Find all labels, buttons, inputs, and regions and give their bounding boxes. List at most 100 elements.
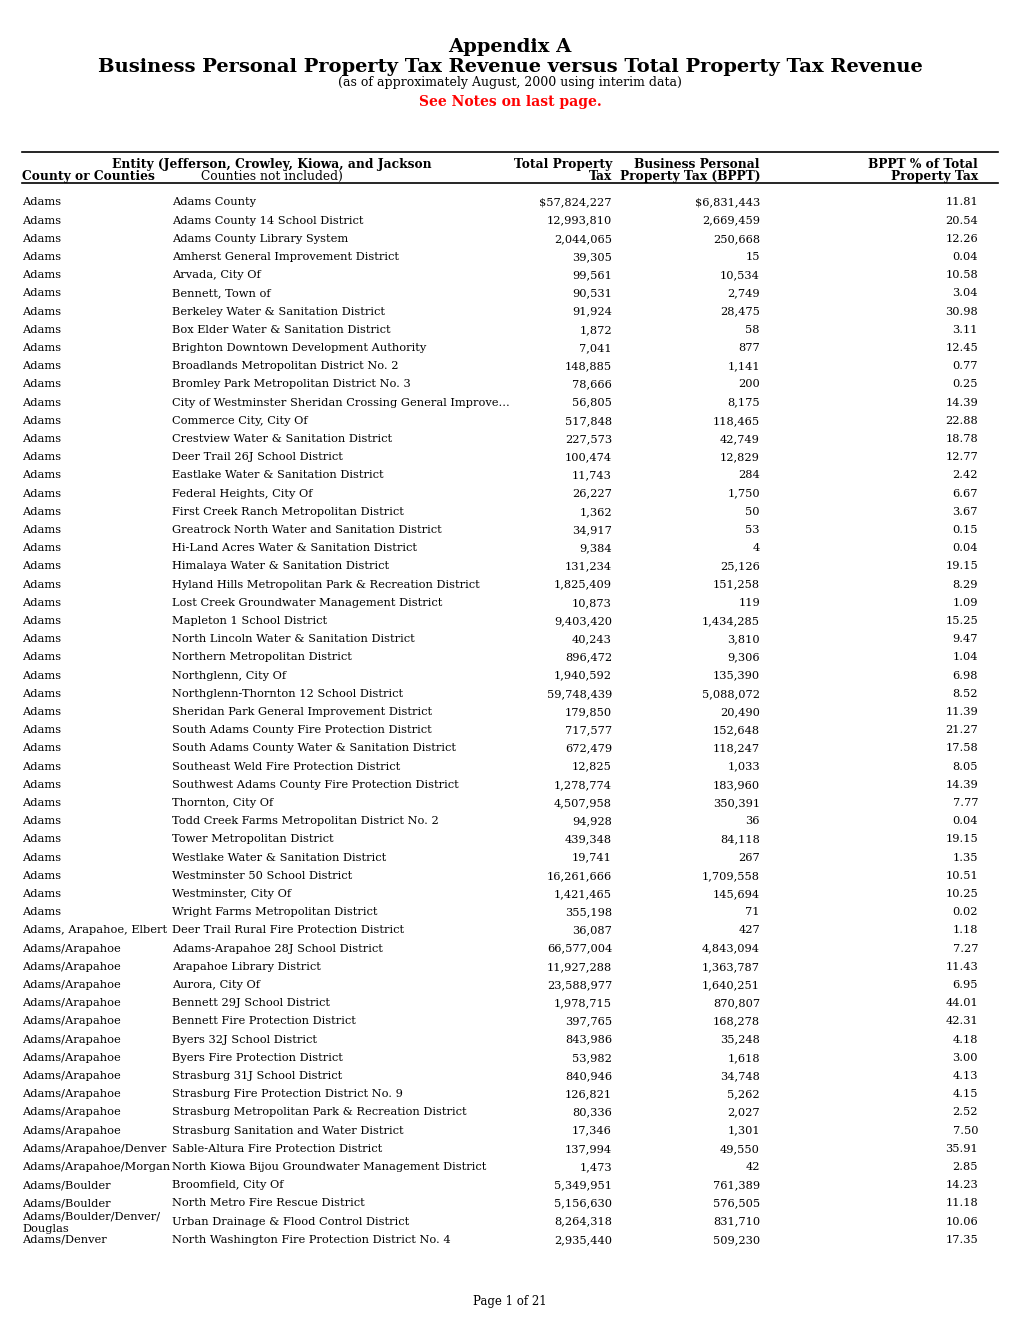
Text: 8.52: 8.52 xyxy=(952,689,977,698)
Text: Hyland Hills Metropolitan Park & Recreation District: Hyland Hills Metropolitan Park & Recreat… xyxy=(172,579,479,590)
Text: 53: 53 xyxy=(745,525,759,535)
Text: 896,472: 896,472 xyxy=(565,652,611,663)
Text: 509,230: 509,230 xyxy=(712,1234,759,1245)
Text: 0.25: 0.25 xyxy=(952,379,977,389)
Text: Strasburg Sanitation and Water District: Strasburg Sanitation and Water District xyxy=(172,1126,404,1135)
Text: 118,465: 118,465 xyxy=(712,416,759,426)
Text: Adams: Adams xyxy=(22,671,61,681)
Text: 50: 50 xyxy=(745,507,759,516)
Text: Arapahoe Library District: Arapahoe Library District xyxy=(172,962,321,972)
Text: Strasburg 31J School District: Strasburg 31J School District xyxy=(172,1071,342,1081)
Text: Adams/Arapahoe: Adams/Arapahoe xyxy=(22,1089,120,1100)
Text: 12,993,810: 12,993,810 xyxy=(546,215,611,226)
Text: 17.35: 17.35 xyxy=(945,1234,977,1245)
Text: Adams: Adams xyxy=(22,579,61,590)
Text: 1.04: 1.04 xyxy=(952,652,977,663)
Text: 10.06: 10.06 xyxy=(945,1217,977,1226)
Text: 6.67: 6.67 xyxy=(952,488,977,499)
Text: Adams: Adams xyxy=(22,888,61,899)
Text: Westlake Water & Sanitation District: Westlake Water & Sanitation District xyxy=(172,853,386,862)
Text: 672,479: 672,479 xyxy=(565,743,611,754)
Text: 7,041: 7,041 xyxy=(579,343,611,352)
Text: South Adams County Fire Protection District: South Adams County Fire Protection Distr… xyxy=(172,725,431,735)
Text: 21.27: 21.27 xyxy=(945,725,977,735)
Text: Brighton Downtown Development Authority: Brighton Downtown Development Authority xyxy=(172,343,426,352)
Text: 145,694: 145,694 xyxy=(712,888,759,899)
Text: Northglenn, City Of: Northglenn, City Of xyxy=(172,671,286,681)
Text: 5,349,951: 5,349,951 xyxy=(553,1180,611,1191)
Text: First Creek Ranch Metropolitan District: First Creek Ranch Metropolitan District xyxy=(172,507,404,516)
Text: 2.42: 2.42 xyxy=(952,470,977,480)
Text: Adams/Arapahoe: Adams/Arapahoe xyxy=(22,1071,120,1081)
Text: Deer Trail 26J School District: Deer Trail 26J School District xyxy=(172,453,342,462)
Text: 2.52: 2.52 xyxy=(952,1107,977,1117)
Text: 17,346: 17,346 xyxy=(572,1126,611,1135)
Text: Adams: Adams xyxy=(22,198,61,207)
Text: 56,805: 56,805 xyxy=(572,397,611,408)
Text: 135,390: 135,390 xyxy=(712,671,759,681)
Text: Adams: Adams xyxy=(22,379,61,389)
Text: 19.15: 19.15 xyxy=(945,561,977,572)
Text: 12.77: 12.77 xyxy=(945,453,977,462)
Text: Thornton, City Of: Thornton, City Of xyxy=(172,799,273,808)
Text: 5,088,072: 5,088,072 xyxy=(701,689,759,698)
Text: 350,391: 350,391 xyxy=(712,799,759,808)
Text: 4.13: 4.13 xyxy=(952,1071,977,1081)
Text: 100,474: 100,474 xyxy=(565,453,611,462)
Text: 1.09: 1.09 xyxy=(952,598,977,607)
Text: Adams: Adams xyxy=(22,743,61,754)
Text: Property Tax (BPPT): Property Tax (BPPT) xyxy=(619,170,759,183)
Text: 267: 267 xyxy=(738,853,759,862)
Text: 90,531: 90,531 xyxy=(572,288,611,298)
Text: Adams: Adams xyxy=(22,453,61,462)
Text: Bennett 29J School District: Bennett 29J School District xyxy=(172,998,330,1008)
Text: 2,044,065: 2,044,065 xyxy=(553,234,611,244)
Text: 200: 200 xyxy=(738,379,759,389)
Text: 59,748,439: 59,748,439 xyxy=(546,689,611,698)
Text: Adams: Adams xyxy=(22,343,61,352)
Text: 9,403,420: 9,403,420 xyxy=(553,616,611,626)
Text: 66,577,004: 66,577,004 xyxy=(546,944,611,953)
Text: 8,264,318: 8,264,318 xyxy=(553,1217,611,1226)
Text: 42: 42 xyxy=(745,1162,759,1172)
Text: 761,389: 761,389 xyxy=(712,1180,759,1191)
Text: Adams: Adams xyxy=(22,470,61,480)
Text: 1,640,251: 1,640,251 xyxy=(701,979,759,990)
Text: Adams: Adams xyxy=(22,799,61,808)
Text: Adams County Library System: Adams County Library System xyxy=(172,234,347,244)
Text: 94,928: 94,928 xyxy=(572,816,611,826)
Text: 14.23: 14.23 xyxy=(945,1180,977,1191)
Text: 34,917: 34,917 xyxy=(572,525,611,535)
Text: Adams: Adams xyxy=(22,325,61,335)
Text: 35,248: 35,248 xyxy=(719,1035,759,1044)
Text: Douglas: Douglas xyxy=(22,1224,68,1234)
Text: Crestview Water & Sanitation District: Crestview Water & Sanitation District xyxy=(172,434,391,444)
Text: 1,278,774: 1,278,774 xyxy=(553,780,611,789)
Text: 14.39: 14.39 xyxy=(945,397,977,408)
Text: 1,362: 1,362 xyxy=(579,507,611,516)
Text: 8,175: 8,175 xyxy=(727,397,759,408)
Text: 1,978,715: 1,978,715 xyxy=(553,998,611,1008)
Text: Adams/Arapahoe: Adams/Arapahoe xyxy=(22,962,120,972)
Text: Adams/Arapahoe/Denver: Adams/Arapahoe/Denver xyxy=(22,1143,166,1154)
Text: 1.35: 1.35 xyxy=(952,853,977,862)
Text: 1,301: 1,301 xyxy=(727,1126,759,1135)
Text: 1,141: 1,141 xyxy=(727,362,759,371)
Text: 3.04: 3.04 xyxy=(952,288,977,298)
Text: Greatrock North Water and Sanitation District: Greatrock North Water and Sanitation Dis… xyxy=(172,525,441,535)
Text: Himalaya Water & Sanitation District: Himalaya Water & Sanitation District xyxy=(172,561,388,572)
Text: Mapleton 1 School District: Mapleton 1 School District xyxy=(172,616,327,626)
Text: 877: 877 xyxy=(738,343,759,352)
Text: 126,821: 126,821 xyxy=(565,1089,611,1100)
Text: Adams County 14 School District: Adams County 14 School District xyxy=(172,215,363,226)
Text: Bennett Fire Protection District: Bennett Fire Protection District xyxy=(172,1016,356,1027)
Text: BPPT % of Total: BPPT % of Total xyxy=(867,158,977,172)
Text: 42.31: 42.31 xyxy=(945,1016,977,1027)
Text: County or Counties: County or Counties xyxy=(22,170,155,183)
Text: Strasburg Fire Protection District No. 9: Strasburg Fire Protection District No. 9 xyxy=(172,1089,403,1100)
Text: 1,750: 1,750 xyxy=(727,488,759,499)
Text: 16,261,666: 16,261,666 xyxy=(546,871,611,880)
Text: Box Elder Water & Sanitation District: Box Elder Water & Sanitation District xyxy=(172,325,390,335)
Text: Adams: Adams xyxy=(22,397,61,408)
Text: 576,505: 576,505 xyxy=(712,1199,759,1208)
